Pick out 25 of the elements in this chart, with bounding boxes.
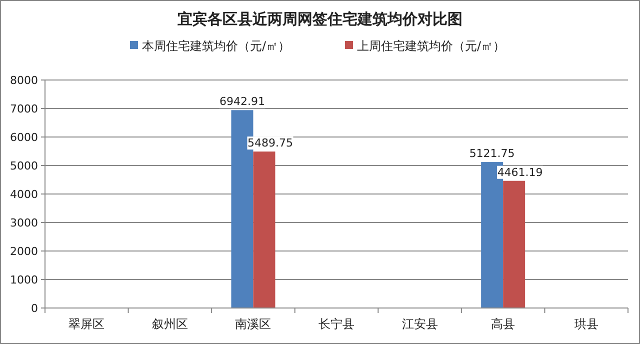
y-tick-label: 8000 <box>10 74 38 87</box>
x-tick-label: 叙州区 <box>152 317 188 331</box>
data-label: 4461.19 <box>497 166 543 179</box>
y-tick-label: 5000 <box>10 160 38 172</box>
y-tick-label: 7000 <box>10 102 38 116</box>
bar <box>503 180 526 308</box>
legend-label: 本周住宅建筑均价（元/㎡） <box>142 39 290 53</box>
bar <box>253 152 276 308</box>
chart-title: 宜宾各区县近两周网签住宅建筑均价对比图 <box>178 10 462 28</box>
y-tick-label: 2000 <box>10 245 38 258</box>
y-tick-label: 6000 <box>10 131 38 144</box>
x-tick-label: 高县 <box>491 317 516 331</box>
y-tick-label: 0 <box>31 302 38 315</box>
data-label: 5121.75 <box>469 147 515 160</box>
y-tick-label: 1000 <box>10 274 38 286</box>
x-tick-label: 长宁县 <box>318 317 354 331</box>
data-label: 6942.91 <box>219 95 265 108</box>
legend-label: 上周住宅建筑均价（元/㎡） <box>357 39 506 53</box>
data-label: 5489.75 <box>247 136 293 150</box>
x-tick-label: 珙县 <box>574 317 598 331</box>
y-tick-label: 4000 <box>10 188 38 201</box>
y-tick-label: 3000 <box>10 216 38 230</box>
x-tick-label: 江安县 <box>402 317 438 331</box>
x-tick-label: 南溪区 <box>235 317 272 331</box>
x-tick-label: 翠屏区 <box>68 317 105 331</box>
